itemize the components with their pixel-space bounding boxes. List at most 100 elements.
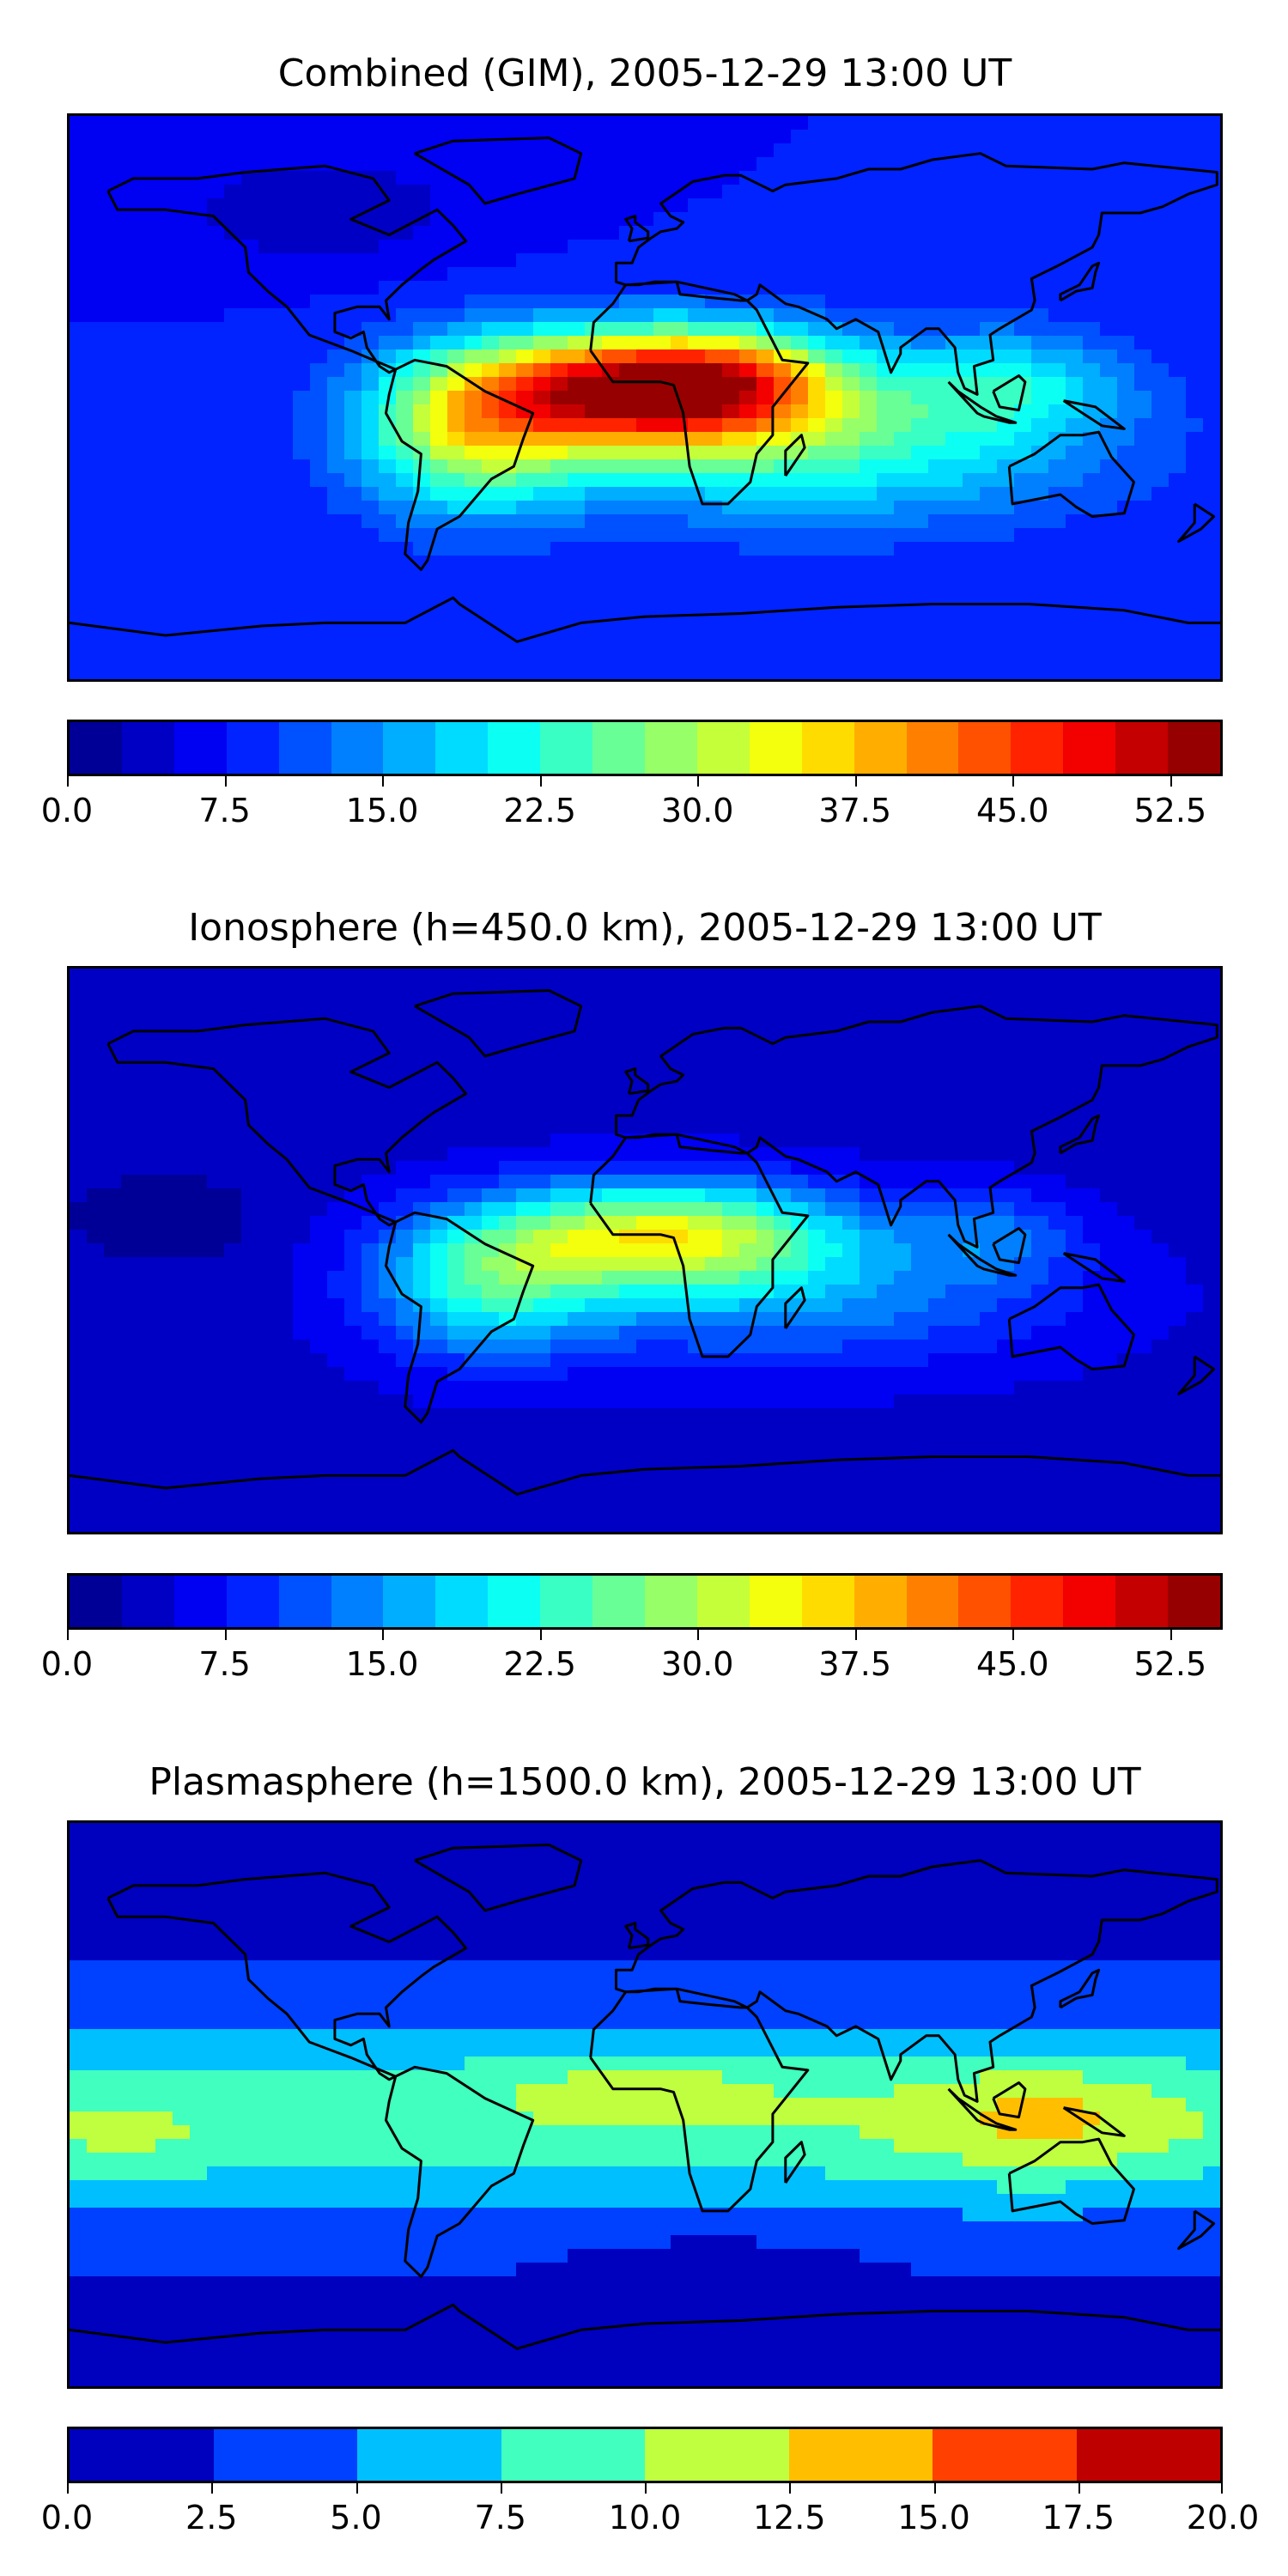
heat-cell — [121, 982, 139, 997]
heat-cell — [671, 308, 689, 323]
heat-cell — [361, 528, 380, 543]
heat-cell — [602, 404, 620, 419]
heat-cell — [516, 253, 534, 268]
heat-cell — [619, 1271, 637, 1285]
heat-cell — [928, 404, 946, 419]
heat-cell — [619, 1202, 637, 1217]
heat-cell — [1048, 116, 1066, 131]
heat-cell — [739, 996, 757, 1011]
heat-cell — [241, 391, 259, 405]
heat-cell — [155, 1202, 173, 1217]
heat-cell — [1134, 624, 1152, 639]
heat-cell — [310, 652, 328, 666]
heat-cell — [1031, 638, 1049, 653]
heat-cell — [207, 556, 225, 570]
heat-cell — [430, 569, 448, 584]
heat-cell — [482, 253, 500, 268]
heat-cell — [482, 1010, 500, 1024]
heat-cell — [241, 1051, 259, 1066]
heat-cell — [207, 1078, 225, 1093]
heat-cell — [602, 1340, 620, 1354]
heat-cell — [963, 459, 981, 474]
heat-cell — [293, 487, 311, 501]
heat-cell — [653, 514, 671, 529]
heat-cell — [705, 638, 723, 653]
heat-cell — [1117, 1065, 1135, 1079]
heat-cell — [87, 1133, 105, 1148]
heat-cell — [361, 212, 380, 227]
heat-cell — [516, 1133, 534, 1148]
heat-cell — [1151, 1257, 1170, 1272]
heat-cell — [585, 1353, 603, 1368]
heat-cell — [465, 487, 483, 501]
heat-cell — [310, 404, 328, 419]
heat-cell — [413, 363, 431, 378]
heat-cell — [842, 1381, 860, 1395]
heat-cell — [774, 1010, 792, 1024]
heat-cell — [1169, 253, 1187, 268]
heat-cell — [121, 212, 139, 227]
heat-cell — [825, 1408, 843, 1423]
heat-cell — [705, 569, 723, 584]
heat-cell — [361, 487, 380, 501]
heat-cell — [653, 295, 671, 309]
heat-cell — [413, 1010, 431, 1024]
heat-cell — [791, 569, 809, 584]
heat-cell — [550, 1065, 568, 1079]
heat-cell — [465, 157, 483, 172]
heat-cell — [207, 1120, 225, 1134]
heat-cell — [928, 583, 946, 598]
heat-cell — [293, 253, 311, 268]
heat-cell — [1203, 996, 1220, 1011]
coastline-uk — [624, 215, 650, 243]
heat-cell — [276, 1120, 294, 1134]
heat-cell — [1117, 1024, 1135, 1038]
heat-cell — [860, 116, 878, 131]
heat-cell — [550, 1037, 568, 1052]
heat-cell — [1014, 1367, 1032, 1382]
heat-cell — [533, 969, 551, 983]
heat-cell — [585, 597, 603, 611]
heat-cell — [1186, 1381, 1204, 1395]
heat-cell — [619, 1037, 637, 1052]
heat-cell — [602, 1326, 620, 1340]
heat-cell — [344, 487, 362, 501]
heat-cell — [653, 501, 671, 515]
heat-cell — [276, 391, 294, 405]
heat-cell — [1134, 130, 1152, 144]
heat-cell — [550, 281, 568, 295]
heat-cell — [688, 198, 706, 213]
heat-cell — [465, 1326, 483, 1340]
heat-cell — [808, 996, 826, 1011]
heat-cell — [258, 1106, 276, 1121]
heat-cell — [636, 322, 654, 337]
heat-cell — [379, 446, 397, 460]
heat-cell — [1048, 446, 1066, 460]
heat-cell — [241, 1312, 259, 1327]
heat-cell — [774, 377, 792, 392]
heat-cell — [258, 432, 276, 447]
heat-cell — [860, 1312, 878, 1327]
heat-cell — [104, 1367, 122, 1382]
heat-cell — [379, 295, 397, 309]
heat-cell — [1134, 1092, 1152, 1107]
heat-cell — [860, 665, 878, 679]
heat-cell — [619, 1120, 637, 1134]
heat-cell — [1151, 542, 1170, 556]
heat-cell — [1203, 404, 1220, 419]
heat-cell — [138, 116, 156, 131]
heat-cell — [430, 1230, 448, 1244]
heat-cell — [447, 1147, 465, 1162]
heat-cell — [1117, 583, 1135, 598]
heat-cell — [533, 1133, 551, 1148]
heat-cell — [894, 198, 912, 213]
heat-cell — [482, 391, 500, 405]
heat-cell — [602, 1037, 620, 1052]
heat-cell — [860, 569, 878, 584]
heat-cell — [894, 583, 912, 598]
heat-cell — [636, 556, 654, 570]
heat-cell — [447, 1394, 465, 1409]
heat-cell — [1186, 295, 1204, 309]
heat-cell — [70, 391, 88, 405]
heat-cell — [756, 487, 775, 501]
